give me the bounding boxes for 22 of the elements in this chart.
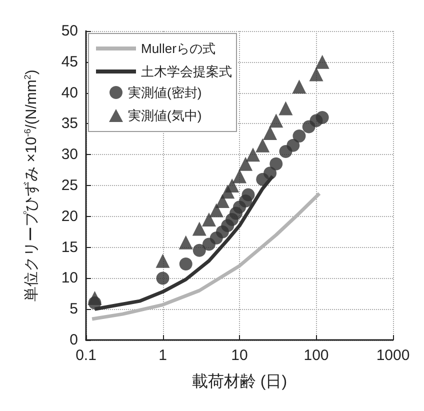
x-tick-label: 1 bbox=[158, 347, 167, 364]
y-tick-label: 40 bbox=[61, 84, 78, 102]
legend-label: Mullerらの式 bbox=[141, 41, 216, 56]
x-tick-label: 10 bbox=[231, 347, 248, 364]
y-tick-label: 25 bbox=[61, 177, 78, 194]
y-tick-label: 20 bbox=[61, 208, 78, 225]
y-tick-label: 45 bbox=[61, 53, 78, 70]
x-tick-label: 1000 bbox=[376, 347, 410, 364]
x-tick-label: 0.1 bbox=[76, 347, 96, 364]
y-tick-label: 30 bbox=[61, 146, 78, 164]
legend-label: 実測値(気中) bbox=[128, 108, 202, 123]
y-axis-title: 単位クリープひずみ ×10-6/(N/mm2) bbox=[22, 70, 40, 302]
x-axis-title: 載荷材齢 (日) bbox=[192, 372, 288, 390]
x-tick-label: 100 bbox=[304, 347, 329, 364]
legend-label: 実測値(密封) bbox=[128, 85, 202, 100]
legend-label: 土木学会提案式 bbox=[141, 64, 232, 79]
y-tick-label: 5 bbox=[70, 300, 78, 318]
y-tick-label: 50 bbox=[61, 22, 78, 40]
y-tick-label: 15 bbox=[61, 238, 78, 256]
y-tick-label: 0 bbox=[70, 332, 78, 348]
y-tick-label: 10 bbox=[61, 270, 78, 287]
y-tick-label: 35 bbox=[61, 115, 78, 132]
